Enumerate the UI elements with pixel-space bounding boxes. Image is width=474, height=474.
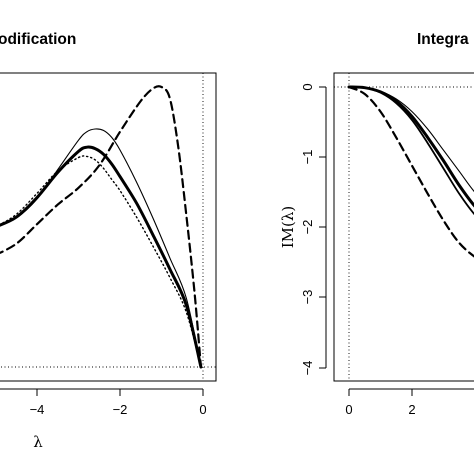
right-x-axis: 0 2 [345, 388, 474, 417]
left-plot-frame [0, 72, 217, 382]
left-series-line-3 [0, 155, 202, 368]
left-series-line-2 [0, 145, 203, 369]
right-panel: Integra 0 −1 −2 −3 −4 0 2 IM(λ) [279, 31, 474, 417]
left-x-axis-label: λ [33, 433, 43, 451]
right-series-line-1 [348, 86, 474, 193]
right-y-tick-label: −2 [300, 220, 315, 235]
right-chart-title: Integra [417, 31, 469, 48]
right-series-line-2 [347, 85, 474, 208]
right-y-tick-label: 0 [300, 83, 315, 90]
right-plot-frame [333, 72, 474, 382]
left-series-line-4 [0, 85, 203, 369]
right-y-axis-label: IM(λ) [279, 206, 297, 249]
left-panel: odification −4 −2 0 λ [0, 31, 217, 451]
left-chart-title: odification [0, 31, 76, 48]
right-curves [347, 85, 474, 258]
right-y-tick-label: −1 [300, 150, 315, 165]
left-curves [0, 85, 203, 369]
left-x-axis: −4 −2 0 [0, 388, 207, 417]
left-x-tick-label: −2 [113, 402, 128, 417]
left-x-tick-label: 0 [199, 402, 206, 417]
right-x-tick-label: 2 [408, 402, 415, 417]
right-y-tick-label: −3 [300, 290, 315, 305]
right-series-line-4 [347, 85, 474, 258]
right-y-axis: 0 −1 −2 −3 −4 [300, 83, 327, 376]
right-series-line-3 [348, 86, 474, 216]
right-y-tick-label: −4 [300, 361, 315, 376]
right-x-tick-label: 0 [345, 402, 352, 417]
left-x-tick-label: −4 [30, 402, 45, 417]
